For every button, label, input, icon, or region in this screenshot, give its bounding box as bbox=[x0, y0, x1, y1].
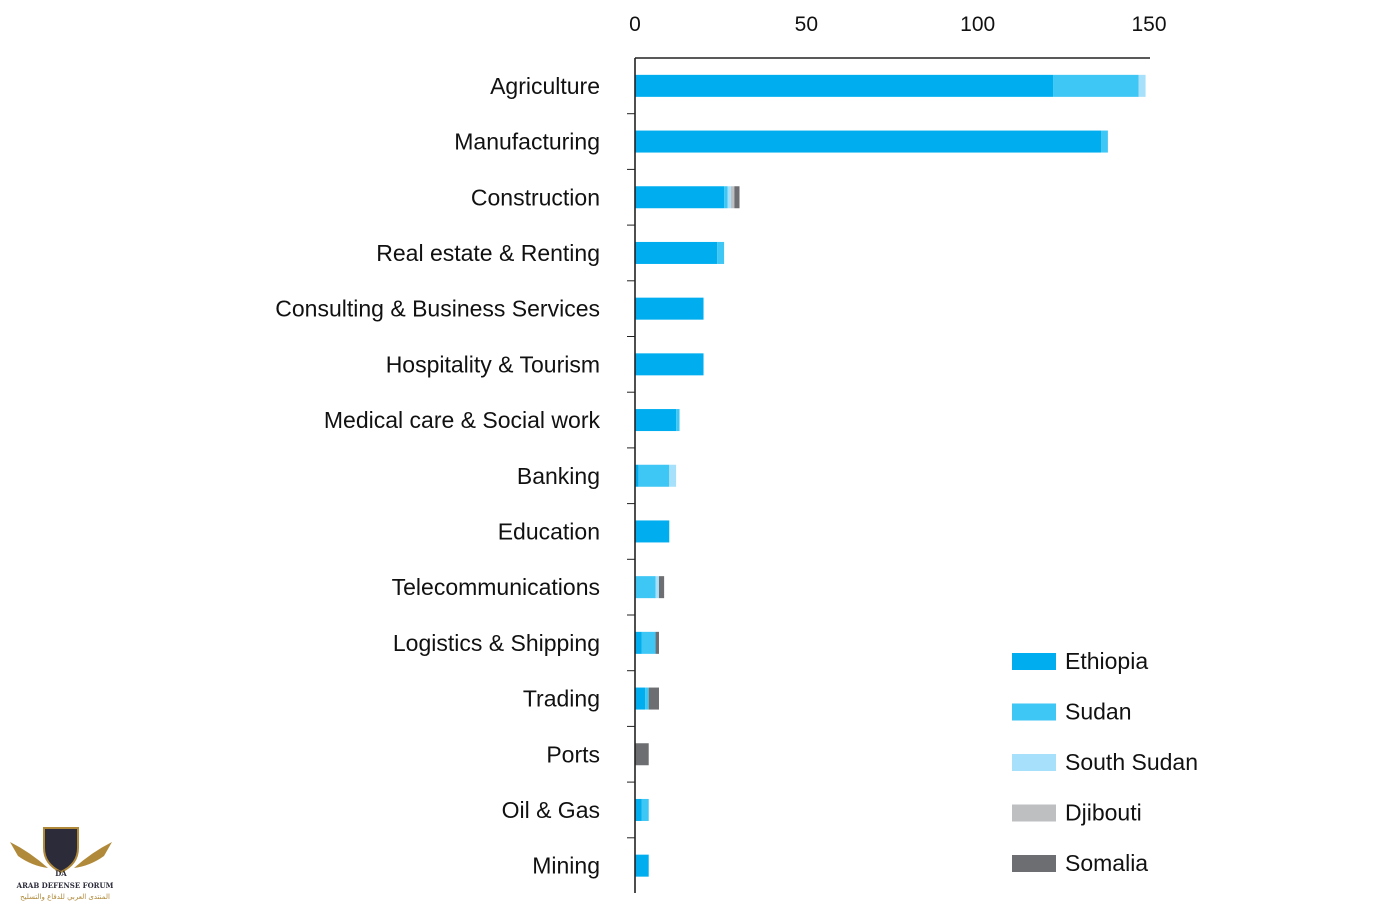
category-label: Banking bbox=[517, 463, 600, 489]
bar-segment bbox=[724, 186, 728, 209]
axes bbox=[634, 57, 1150, 893]
legend-swatch bbox=[1012, 653, 1056, 670]
bar-segment bbox=[655, 631, 659, 654]
bar-segment bbox=[655, 576, 659, 599]
legend-label: Ethiopia bbox=[1065, 648, 1148, 674]
category-label: Real estate & Renting bbox=[376, 240, 600, 266]
category-label: Trading bbox=[523, 686, 600, 712]
bar-segment bbox=[635, 798, 642, 821]
x-tick-label: 150 bbox=[1131, 13, 1166, 36]
bar-segment bbox=[1101, 130, 1108, 153]
x-tick-label: 100 bbox=[960, 13, 995, 36]
bar-segment bbox=[669, 464, 677, 487]
bar-segment bbox=[635, 631, 642, 654]
bar-segment bbox=[635, 409, 677, 432]
category-label: Telecommunications bbox=[392, 574, 600, 600]
bar-segment bbox=[676, 409, 680, 432]
category-label: Mining bbox=[532, 853, 600, 879]
bars bbox=[635, 74, 1146, 877]
legend-label: Somalia bbox=[1065, 850, 1148, 876]
bar-segment bbox=[645, 687, 649, 710]
watermark-monogram: DA bbox=[55, 869, 67, 878]
bar-segment bbox=[648, 687, 659, 710]
bar-segment bbox=[730, 186, 735, 209]
shield-icon bbox=[43, 827, 79, 874]
legend-swatch bbox=[1012, 855, 1056, 872]
x-tick-label: 50 bbox=[795, 13, 818, 36]
legend-swatch bbox=[1012, 703, 1056, 721]
category-label: Medical care & Social work bbox=[324, 407, 601, 433]
category-labels: Agriculture Manufacturing Construction Real… bbox=[275, 73, 635, 879]
bar-segment bbox=[658, 576, 665, 599]
bar-segment bbox=[635, 130, 1102, 153]
bar-segment bbox=[635, 464, 639, 487]
x-tick-label: 0 bbox=[629, 13, 641, 36]
legend-label: South Sudan bbox=[1065, 749, 1198, 775]
bar-segment bbox=[641, 798, 649, 821]
watermark-text-en: ARAB DEFENSE FORUM bbox=[16, 881, 114, 890]
bar-segment bbox=[635, 854, 649, 877]
category-label: Oil & Gas bbox=[502, 797, 600, 823]
category-label: Logistics & Shipping bbox=[393, 630, 600, 656]
bar-segment bbox=[635, 186, 725, 209]
bar-segment bbox=[1138, 74, 1146, 97]
category-label: Ports bbox=[546, 741, 600, 767]
bar-segment bbox=[635, 353, 704, 376]
category-label: Agriculture bbox=[490, 73, 600, 99]
watermark-text-ar: المنتدى العربي للدفاع والتسليح bbox=[20, 893, 110, 901]
category-label: Construction bbox=[471, 184, 600, 210]
bar-segment bbox=[734, 186, 740, 209]
bar-segment bbox=[717, 241, 725, 264]
bar-segment bbox=[635, 576, 656, 599]
bar-segment bbox=[635, 241, 718, 264]
legend-label: Sudan bbox=[1065, 699, 1132, 725]
category-label: Manufacturing bbox=[454, 129, 600, 155]
bar-segment bbox=[638, 464, 670, 487]
category-label: Consulting & Business Services bbox=[275, 296, 600, 322]
legend-swatch bbox=[1012, 804, 1056, 822]
legend: Ethiopia Sudan South Sudan Djibouti Somalia bbox=[1012, 648, 1198, 876]
wing-left-icon bbox=[10, 842, 48, 868]
wing-right-icon bbox=[74, 842, 112, 868]
bar-segment bbox=[635, 297, 704, 320]
bar-segment bbox=[641, 631, 656, 654]
category-label: Hospitality & Tourism bbox=[386, 351, 600, 377]
x-axis-ticks: 0 50 100 150 bbox=[629, 13, 1166, 36]
watermark-logo: DA ARAB DEFENSE FORUM المنتدى العربي للد… bbox=[10, 827, 114, 901]
bar-segment bbox=[727, 186, 731, 209]
bar-segment bbox=[635, 687, 646, 710]
legend-swatch bbox=[1012, 754, 1056, 771]
bar-segment bbox=[635, 520, 670, 543]
bar-segment bbox=[635, 743, 649, 766]
legend-label: Djibouti bbox=[1065, 800, 1142, 826]
bar-segment bbox=[635, 74, 1054, 97]
category-label: Education bbox=[498, 518, 600, 544]
bar-segment bbox=[1053, 74, 1139, 97]
